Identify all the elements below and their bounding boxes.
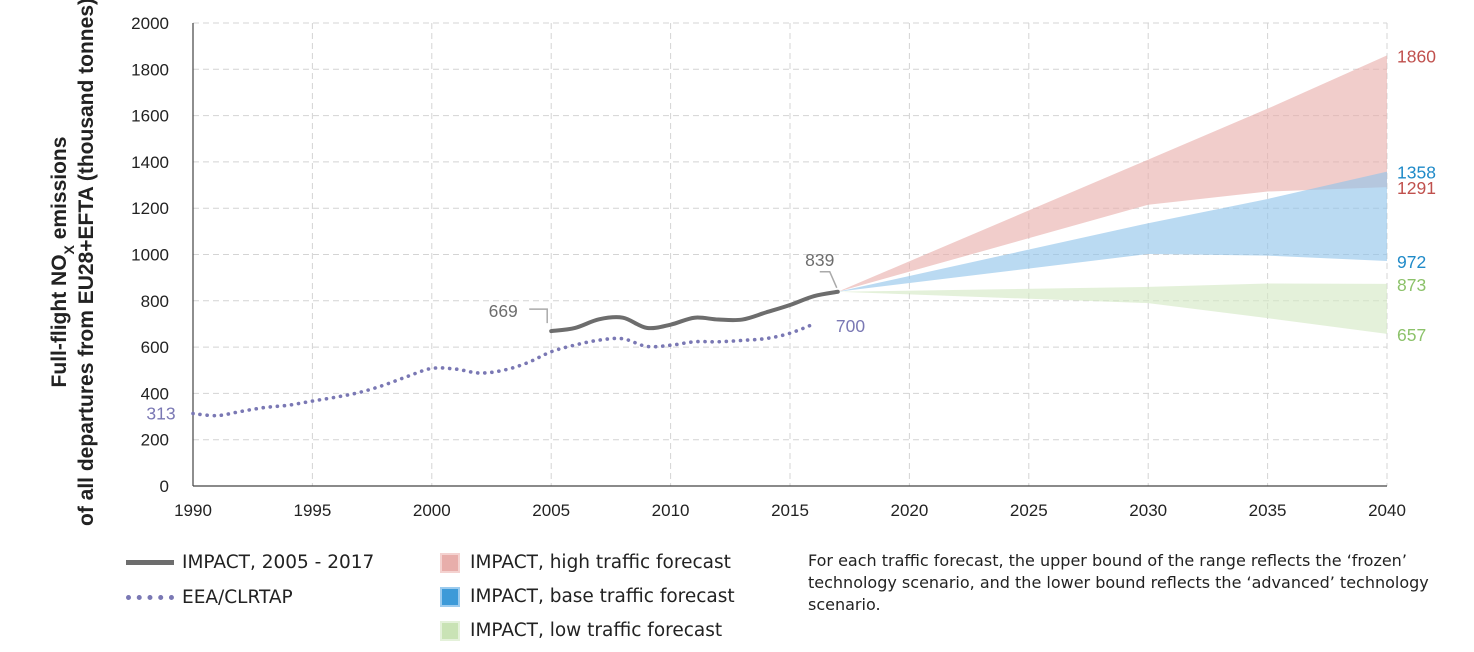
legend-label: IMPACT, 2005 - 2017 — [182, 552, 375, 573]
y-tick-label: 600 — [141, 338, 169, 357]
legend-swatch-base — [440, 586, 460, 607]
data-label: 972 — [1397, 252, 1426, 272]
y-tick-label: 0 — [160, 477, 169, 496]
legend-swatch-dotted — [126, 595, 174, 600]
axes — [192, 23, 1387, 487]
x-tick-label: 1995 — [293, 501, 331, 520]
y-axis-label-line1: Full-flight NOX emissions — [48, 137, 77, 388]
label-leader — [529, 308, 548, 324]
y-tick-label: 1400 — [131, 153, 169, 172]
forecast-band-0 — [837, 55, 1387, 292]
x-tick-label: 2025 — [1010, 501, 1048, 520]
y-tick-label: 200 — [141, 431, 169, 450]
y-tick-label: 1000 — [131, 246, 169, 265]
label-leader — [819, 271, 838, 289]
series-line-1 — [191, 322, 816, 418]
legend-swatch-solid — [126, 560, 174, 565]
series-lines — [191, 289, 840, 418]
legend-label: IMPACT, low traffic forecast — [470, 620, 723, 641]
y-tick-label: 2000 — [131, 14, 169, 33]
legend-item-base: IMPACT, base traffic forecast — [440, 586, 735, 607]
data-label: 700 — [836, 316, 865, 336]
y-tick-label: 400 — [141, 384, 169, 403]
nox-emissions-chart: 0 200 400 600 800 1000 1200 1400 1600 1800 2000 199… — [48, 0, 1436, 526]
x-tick-label: 2000 — [413, 501, 451, 520]
legend-item-high: IMPACT, high traffic forecast — [440, 552, 731, 573]
legend-item-impact: IMPACT, 2005 - 2017 — [126, 552, 374, 573]
data-label: 873 — [1397, 275, 1426, 295]
y-tick-label: 1600 — [131, 107, 169, 126]
data-label: 313 — [146, 404, 175, 424]
legend-swatch-low — [440, 620, 460, 641]
y-tick-label: 800 — [141, 292, 169, 311]
x-tick-label: 2040 — [1368, 501, 1406, 520]
x-tick-label: 2010 — [652, 501, 690, 520]
legend-item-low: IMPACT, low traffic forecast — [440, 620, 722, 641]
tick-labels: 0 200 400 600 800 1000 1200 1400 1600 1800 2000 199… — [131, 14, 1406, 520]
data-label: 657 — [1397, 325, 1426, 345]
y-axis-label-subscript: X — [61, 244, 77, 254]
forecast-band-1 — [837, 171, 1387, 292]
data-label: 1358 — [1397, 163, 1436, 183]
x-tick-label: 2015 — [771, 501, 809, 520]
legend-swatch-high — [440, 552, 460, 573]
y-tick-label: 1200 — [131, 199, 169, 218]
x-tick-label: 1990 — [174, 501, 212, 520]
legend-item-eea: EEA/CLRTAP — [126, 587, 293, 608]
x-tick-label: 2035 — [1249, 501, 1287, 520]
y-tick-label: 1800 — [131, 60, 169, 79]
scenario-note: For each traffic forecast, the upper bou… — [808, 551, 1429, 614]
x-tick-label: 2005 — [532, 501, 570, 520]
legend-label: IMPACT, high traffic forecast — [470, 552, 731, 573]
forecast-band-2 — [837, 283, 1387, 334]
data-label: 839 — [805, 250, 834, 270]
legend-label: IMPACT, base traffic forecast — [470, 586, 735, 607]
series-line-0 — [549, 289, 840, 334]
x-tick-label: 2020 — [890, 501, 928, 520]
data-label: 1291 — [1397, 178, 1436, 198]
forecast-bands — [837, 55, 1387, 334]
data-label: 669 — [489, 301, 518, 321]
data-label: 1860 — [1397, 46, 1436, 66]
y-axis-label-line2: of all departures from EU28+EFTA (thousa… — [75, 0, 98, 526]
x-tick-label: 2030 — [1129, 501, 1167, 520]
legend-label: EEA/CLRTAP — [182, 587, 293, 608]
